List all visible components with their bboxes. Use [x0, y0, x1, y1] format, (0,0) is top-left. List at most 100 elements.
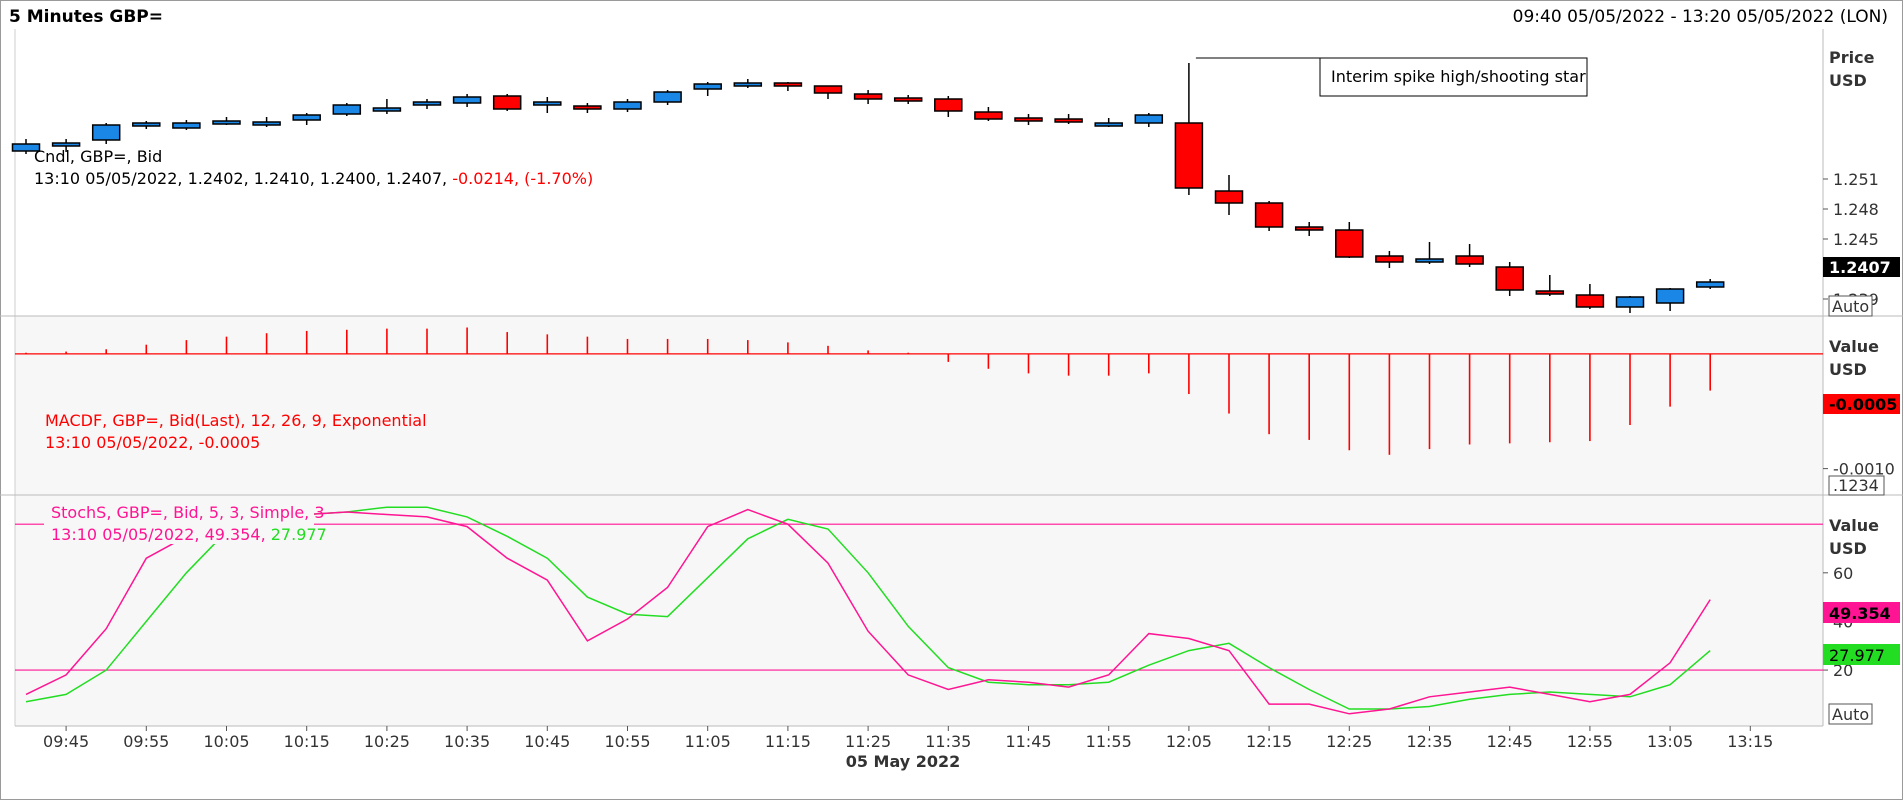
macd-scale-button [1828, 475, 1885, 496]
macd-pane-bg [15, 316, 1823, 495]
candle-body [51, 142, 81, 147]
candle-body [252, 121, 281, 126]
x-tick-label: 09:45 [43, 732, 89, 751]
candle-body [1014, 117, 1043, 122]
price-auto-label: Auto [1832, 297, 1869, 316]
x-tick-label: 11:55 [1086, 732, 1132, 751]
candle-body [332, 104, 362, 115]
candle-body [1254, 202, 1284, 228]
candle-body [653, 91, 682, 103]
candle-body [853, 93, 883, 100]
stoch-axis-unit: USD [1829, 539, 1867, 558]
price-legend-line2: 13:10 05/05/2022, 1.2402, 1.2410, 1.2400… [34, 169, 593, 188]
candle-body [1214, 190, 1244, 204]
x-tick-label: 13:05 [1647, 732, 1693, 751]
candle-body [1294, 226, 1324, 231]
macd-axis-title: Value [1829, 337, 1879, 356]
x-tick-label: 10:25 [364, 732, 410, 751]
price-tick-label: 1.248 [1833, 200, 1879, 219]
x-date-label: 05 May 2022 [846, 752, 961, 771]
candle-body [1655, 288, 1685, 304]
candle-body [132, 122, 161, 127]
x-tick-label: 11:05 [685, 732, 731, 751]
stoch-tick-label: 60 [1833, 564, 1853, 583]
macd-last-marker [1823, 394, 1900, 414]
candle-body [1695, 281, 1725, 288]
chart-title: 5 Minutes GBP= [9, 7, 164, 27]
stoch-legend-k: 13:10 05/05/2022, 49.354, [51, 525, 271, 544]
candle-body [934, 98, 963, 112]
candle-body [372, 107, 402, 112]
x-tick-label: 12:35 [1406, 732, 1452, 751]
candle-body [693, 83, 722, 90]
candle-body [1094, 122, 1123, 127]
x-tick-label: 11:25 [845, 732, 891, 751]
candle-body [1455, 255, 1484, 265]
x-tick-label: 12:15 [1246, 732, 1292, 751]
stoch-axis-title: Value [1829, 516, 1879, 535]
candle-body [1615, 296, 1645, 308]
candle-body [1054, 118, 1083, 123]
candle-body [412, 101, 442, 106]
annotation-text: Interim spike high/shooting star [1331, 67, 1586, 86]
price-axis-unit: USD [1829, 71, 1867, 90]
macd-scale-label: .1234 [1833, 476, 1879, 495]
candle-body [212, 120, 241, 125]
x-tick-label: 10:15 [284, 732, 330, 751]
last-price-label: 1.2407 [1829, 258, 1891, 277]
x-tick-label: 10:35 [444, 732, 490, 751]
candle-body [1174, 122, 1204, 189]
candle-body [452, 96, 482, 104]
stoch-tick-label: 20 [1833, 661, 1853, 680]
stoch-k-marker [1823, 602, 1900, 623]
candle-body [573, 105, 602, 110]
stoch-legend-line1: StochS, GBP=, Bid, 5, 3, Simple, 3 [51, 503, 325, 522]
macd-last-label: -0.0005 [1829, 395, 1897, 414]
price-tick-label: 1.251 [1833, 170, 1879, 189]
x-tick-label: 11:15 [765, 732, 811, 751]
stoch-legend-bg [44, 500, 314, 544]
stoch-pane-bg [15, 495, 1823, 726]
candle-body [613, 101, 642, 110]
time-range: 09:40 05/05/2022 - 13:20 05/05/2022 (LON… [1512, 7, 1888, 27]
candle-body [1335, 229, 1364, 258]
x-tick-label: 09:55 [123, 732, 169, 751]
candle-body [1495, 266, 1524, 291]
candle-body [91, 124, 121, 141]
stoch-auto-button [1828, 703, 1873, 725]
x-tick-label: 10:55 [604, 732, 650, 751]
macd-axis-unit: USD [1829, 360, 1867, 379]
stoch-auto-label: Auto [1832, 705, 1869, 724]
last-price-marker [1823, 257, 1900, 277]
candle-body [893, 97, 923, 102]
stoch-d-last-label: 27.977 [1829, 646, 1885, 665]
price-legend-change: -0.0214, (-1.70%) [452, 169, 593, 188]
candle-body [1415, 258, 1444, 263]
candle-body [1535, 290, 1565, 295]
candle-body [492, 95, 522, 110]
x-tick-label: 12:55 [1567, 732, 1613, 751]
macd-legend-line1: MACDF, GBP=, Bid(Last), 12, 26, 9, Expon… [45, 411, 427, 430]
price-legend-values: 13:10 05/05/2022, 1.2402, 1.2410, 1.2400… [34, 169, 452, 188]
x-tick-label: 12:45 [1487, 732, 1533, 751]
candle-body [533, 101, 562, 106]
stoch-d-marker [1823, 644, 1900, 665]
stoch-legend-line2: 13:10 05/05/2022, 49.354, 27.977 [51, 525, 327, 544]
stoch-k-last-label: 49.354 [1829, 604, 1891, 623]
x-tick-label: 11:35 [925, 732, 971, 751]
x-tick-label: 10:05 [203, 732, 249, 751]
x-tick-label: 12:05 [1166, 732, 1212, 751]
candle-body [11, 143, 41, 152]
macd-legend-line2: 13:10 05/05/2022, -0.0005 [45, 433, 260, 452]
price-legend-line1: Cndl, GBP=, Bid [34, 147, 162, 166]
macd-tick-label: -0.0010 [1833, 460, 1895, 479]
x-tick-label: 13:15 [1727, 732, 1773, 751]
candle-body [1134, 114, 1164, 124]
candle-body [974, 111, 1003, 120]
candle-body [172, 122, 201, 129]
price-axis-title: Price [1829, 48, 1875, 67]
candle-body [773, 82, 803, 87]
candle-body [1375, 255, 1404, 263]
stoch-legend-d: 27.977 [271, 525, 327, 544]
